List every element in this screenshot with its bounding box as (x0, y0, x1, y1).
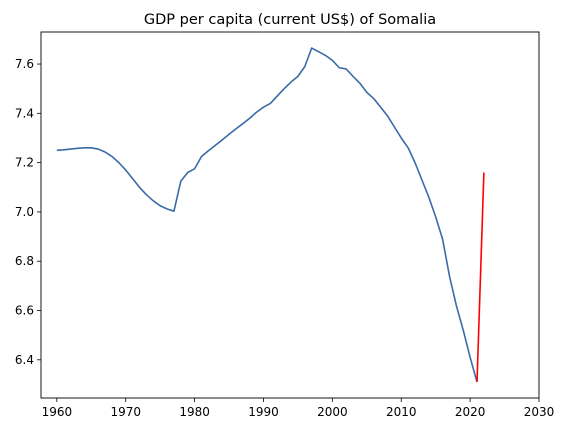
x-axis: 1960 1970 1980 1990 2000 2010 2020 2030 (42, 398, 555, 419)
y-tick-label: 6.4 (15, 353, 34, 367)
x-tick-label: 2010 (386, 405, 417, 419)
y-tick-label: 6.8 (15, 254, 34, 268)
x-tick-label: 1980 (179, 405, 210, 419)
series-line-0 (56, 47, 478, 383)
series-line-1 (476, 172, 485, 383)
chart-title: GDP per capita (current US$) of Somalia (144, 12, 436, 28)
y-tick-label: 7.2 (15, 156, 34, 170)
y-tick-label: 6.6 (15, 304, 34, 318)
x-tick-label: 1960 (42, 405, 73, 419)
y-tick-label: 7.6 (15, 57, 34, 71)
plot-frame (40, 31, 540, 399)
x-tick-label: 1970 (110, 405, 141, 419)
series-layer (56, 47, 485, 383)
x-tick-label: 2020 (455, 405, 486, 419)
x-tick-label: 2000 (317, 405, 348, 419)
y-axis: 6.4 6.6 6.8 7.0 7.2 7.4 7.6 (15, 57, 41, 367)
y-tick-label: 7.0 (15, 205, 34, 219)
y-tick-label: 7.4 (15, 106, 34, 120)
x-tick-label: 2030 (524, 405, 555, 419)
x-tick-label: 1990 (248, 405, 279, 419)
